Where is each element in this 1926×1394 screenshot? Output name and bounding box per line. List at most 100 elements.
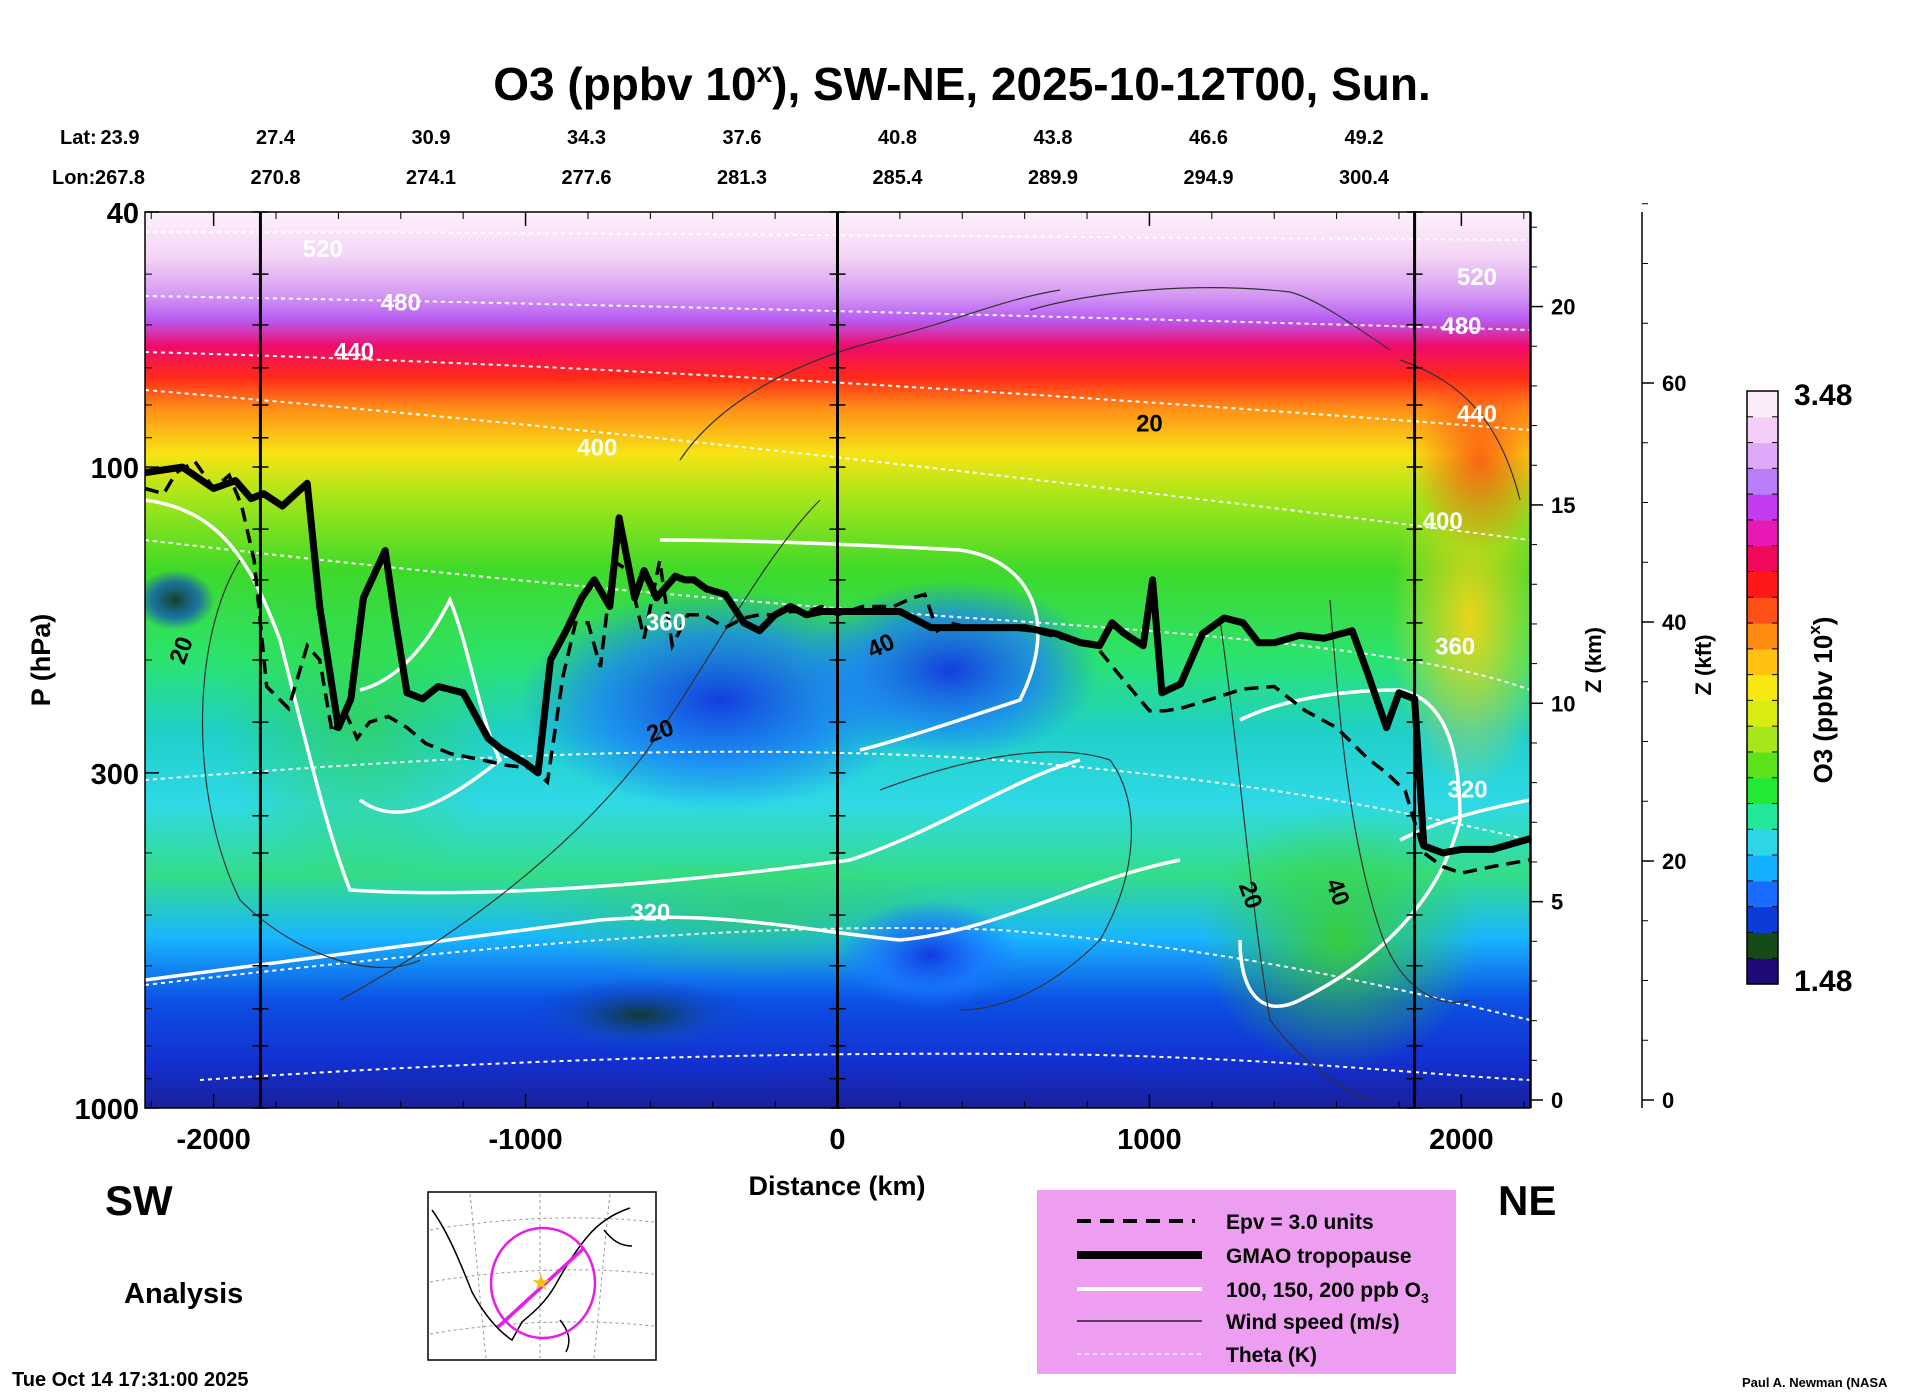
axes: -2000 -1000 0 1000 2000 40 100 300 1000 0 5 10 15 20 0…	[74, 198, 1686, 1156]
o3-contour	[145, 858, 1181, 982]
y-axis-label: P (hPa)	[26, 614, 56, 707]
wind-isotach	[879, 751, 1132, 1011]
lat-value: 46.6	[1189, 127, 1228, 149]
colorbar-swatch	[1747, 623, 1778, 650]
lon-value: 281.3	[717, 167, 767, 189]
theta-line-320	[145, 750, 1530, 841]
z-kft-axis-label: Z (kft)	[1691, 634, 1716, 695]
theta-line-520	[145, 231, 1530, 241]
wind-isotach	[1029, 287, 1391, 351]
lat-value: 23.9	[101, 127, 140, 149]
x-tick-label: 2000	[1429, 1124, 1494, 1156]
sw-label: SW	[105, 1177, 173, 1224]
lat-value: 30.9	[412, 127, 451, 149]
legend-label-epv: Epv = 3.0 units	[1226, 1211, 1374, 1234]
analysis-label: Analysis	[124, 1278, 243, 1310]
ozone-contours	[145, 498, 1530, 1008]
theta-label: 480	[1441, 313, 1481, 340]
inset-map: ★	[427, 1191, 657, 1361]
lon-value: 294.9	[1183, 167, 1233, 189]
coastline	[431, 1207, 633, 1353]
ne-label: NE	[1498, 1177, 1556, 1224]
colorbar-swatch	[1747, 803, 1778, 830]
timestamp: Tue Oct 14 17:31:00 2025	[12, 1369, 248, 1391]
wind-speed-label: 20	[1136, 410, 1163, 437]
lat-label: Lat:	[60, 127, 97, 149]
z-km-axis-label: Z (km)	[1581, 627, 1606, 693]
lat-value: 37.6	[723, 127, 762, 149]
y-tick-label: 100	[91, 453, 139, 485]
colorbar-swatch	[1747, 674, 1778, 701]
lon-value: 285.4	[872, 167, 923, 189]
y-tick-label: 300	[91, 759, 139, 791]
lat-value: 43.8	[1034, 127, 1073, 149]
theta-label: 480	[381, 290, 421, 317]
map-track	[496, 1246, 586, 1329]
wind-isotach	[679, 289, 1061, 461]
theta-label: 440	[334, 339, 374, 366]
tropopause-line	[145, 463, 1530, 857]
z-kft-tick-label: 20	[1662, 849, 1686, 874]
colorbar-swatch	[1747, 777, 1778, 805]
x-tick-label: -2000	[177, 1124, 251, 1156]
colorbar-swatch	[1747, 906, 1778, 934]
colorbar-swatch	[1747, 880, 1778, 908]
legend-label-tropopause: GMAO tropopause	[1226, 1245, 1412, 1268]
theta-label: 400	[577, 435, 617, 462]
colorbar-frame	[1746, 390, 1779, 985]
theta-label: 320	[630, 900, 670, 927]
colorbar-swatch	[1747, 726, 1778, 753]
lat-value: 34.3	[567, 127, 606, 149]
theta-line-440	[145, 351, 1530, 431]
map-center-star-icon: ★	[531, 1270, 551, 1295]
z-kft-tick-label: 60	[1662, 371, 1686, 396]
lat-lon-values: 23.9 27.4 30.9 34.3 37.6 40.8 43.8 46.6 49.2 267.…	[95, 127, 1390, 189]
colorbar-swatch	[1747, 597, 1778, 624]
theta-line-480	[145, 295, 1530, 331]
lat-value: 49.2	[1345, 127, 1384, 149]
y-tick-label: 40	[107, 198, 139, 230]
colorbar	[1746, 390, 1779, 985]
colorbar-swatch	[1747, 442, 1778, 469]
lon-value: 300.4	[1339, 167, 1390, 189]
colorbar-title: O3 (ppbv 10x)	[1805, 617, 1838, 784]
lon-value: 270.8	[250, 167, 300, 189]
colorbar-swatch	[1747, 545, 1778, 573]
o3-contour	[145, 498, 1081, 895]
theta-label: 360	[1435, 633, 1475, 660]
lon-label: Lon:	[52, 167, 95, 189]
theta-label: 400	[1423, 508, 1463, 535]
colorbar-swatch	[1747, 416, 1778, 444]
colorbar-max-label: 3.48	[1794, 379, 1852, 412]
x-tick-label: -1000	[488, 1124, 562, 1156]
z-km-tick-label: 5	[1551, 890, 1563, 915]
y-tick-label: 1000	[74, 1094, 139, 1126]
z-km-tick-label: 20	[1551, 295, 1575, 320]
colorbar-swatch	[1747, 391, 1778, 418]
z-kft-tick-label: 40	[1662, 610, 1686, 635]
colorbar-swatch	[1747, 958, 1778, 985]
legend-label-wind: Wind speed (m/s)	[1226, 1311, 1400, 1334]
theta-line-400	[145, 389, 1530, 541]
o3-contour	[1238, 688, 1462, 1008]
o3-contour	[358, 595, 503, 814]
x-axis-label: Distance (km)	[748, 1171, 925, 1201]
colorbar-swatch	[1747, 855, 1778, 882]
z-kft-tick-label: 0	[1662, 1088, 1674, 1113]
z-km-tick-label: 15	[1551, 493, 1575, 518]
x-tick-label: 0	[829, 1124, 845, 1156]
colorbar-swatch	[1747, 648, 1778, 676]
colorbar-swatch	[1747, 751, 1778, 779]
legend-label-theta: Theta (K)	[1226, 1344, 1317, 1367]
wind-isotach	[201, 559, 421, 969]
colorbar-swatch	[1747, 700, 1778, 727]
lon-value: 277.6	[561, 167, 611, 189]
theta-label: 520	[1457, 264, 1497, 291]
credit: Paul A. Newman (NASA	[1742, 1375, 1888, 1390]
theta-line-290	[199, 1052, 1530, 1081]
colorbar-swatch	[1747, 519, 1778, 547]
colorbar-min-label: 1.48	[1794, 965, 1852, 998]
theta-label: 520	[303, 236, 343, 263]
colorbar-swatch	[1747, 494, 1778, 521]
